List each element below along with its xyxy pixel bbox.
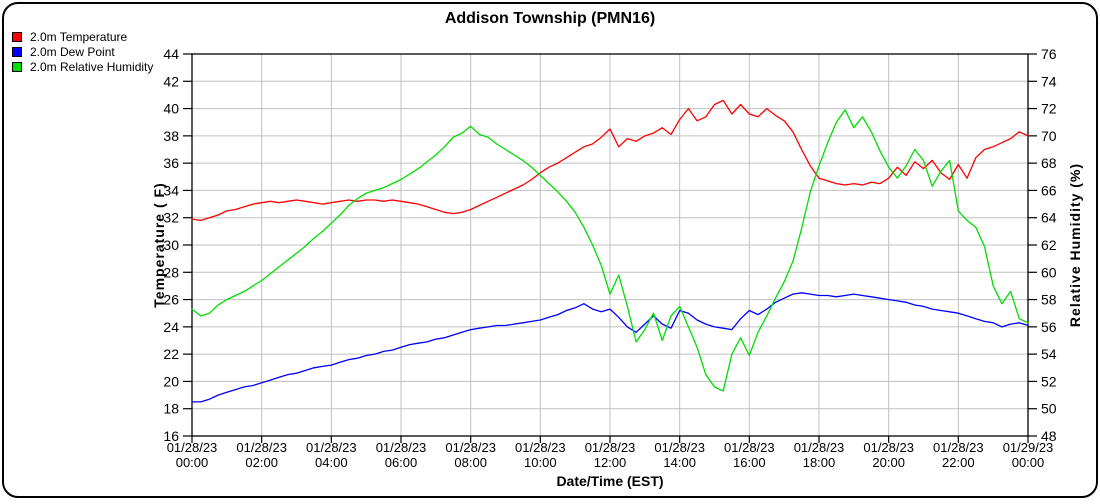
legend-swatch-temperature-icon — [12, 31, 22, 42]
legend-item-temperature: 2.0m Temperature — [12, 29, 153, 44]
x-tick-date-label: 01/28/23 — [794, 440, 845, 455]
y-right-tick-label: 56 — [1041, 319, 1057, 335]
y-right-tick-label: 70 — [1041, 128, 1057, 144]
x-tick-date-label: 01/28/23 — [515, 440, 566, 455]
x-tick-date-label: 01/28/23 — [167, 440, 218, 455]
x-tick-date-label: 01/28/23 — [445, 440, 496, 455]
y-right-tick-label: 58 — [1041, 292, 1057, 308]
y-right-tick-label: 68 — [1041, 155, 1057, 171]
y-right-tick-label: 76 — [1041, 46, 1057, 62]
plot-area: 16 18 20 22 24 26 28 30 32 34 36 38 40 42 44 48 50 52 54 56… — [4, 4, 1100, 504]
y-left-tick-label: 38 — [163, 128, 179, 144]
legend-item-dew-point: 2.0m Dew Point — [12, 44, 153, 59]
y-right-tick-label: 48 — [1041, 428, 1057, 444]
x-tick-date-label: 01/29/23 — [1003, 440, 1054, 455]
y-left-tick-label: 24 — [163, 319, 179, 335]
x-tick-time-label: 20:00 — [872, 455, 905, 470]
y-left-tick-label: 40 — [163, 101, 179, 117]
y-right-tick-label: 72 — [1041, 101, 1057, 117]
x-tick-time-label: 22:00 — [942, 455, 975, 470]
y-left-tick-label: 34 — [163, 182, 179, 198]
legend-item-relative-humidity: 2.0m Relative Humidity — [12, 59, 153, 74]
y-left-tick-label: 28 — [163, 264, 179, 280]
x-tick-time-label: 00:00 — [176, 455, 209, 470]
y-right-tick-label: 62 — [1041, 237, 1057, 253]
x-tick-time-label: 10:00 — [524, 455, 557, 470]
x-tick-time-label: 08:00 — [454, 455, 487, 470]
x-tick-date-label: 01/28/23 — [585, 440, 636, 455]
x-tick-time-label: 04:00 — [315, 455, 348, 470]
x-tick-time-label: 16:00 — [733, 455, 766, 470]
y-left-tick-label: 30 — [163, 237, 179, 253]
y-right-tick-label: 66 — [1041, 182, 1057, 198]
legend-swatch-dew-point-icon — [12, 46, 22, 57]
x-tick-date-label: 01/28/23 — [724, 440, 775, 455]
legend-swatch-relative-humidity-icon — [12, 61, 22, 72]
relative-humidity-line — [191, 109, 1029, 392]
gridlines — [192, 54, 1028, 436]
legend-label-temperature: 2.0m Temperature — [30, 29, 128, 44]
x-tick-time-label: 00:00 — [1012, 455, 1045, 470]
y-left-tick-label: 36 — [163, 155, 179, 171]
y-right-tick-label: 74 — [1041, 73, 1057, 89]
x-tick-time-label: 18:00 — [803, 455, 836, 470]
y-left-tick-label: 16 — [163, 428, 179, 444]
y-right-tick-label: 64 — [1041, 210, 1057, 226]
y-left-tick-label: 22 — [163, 346, 179, 362]
y-left-tick-label: 20 — [163, 373, 179, 389]
y-left-tick-label: 26 — [163, 292, 179, 308]
y-right-tick-label: 54 — [1041, 346, 1057, 362]
dew-point-line — [191, 292, 1029, 403]
x-tick-time-label: 02:00 — [245, 455, 278, 470]
x-tick-time-label: 06:00 — [385, 455, 418, 470]
x-axis-title: Date/Time (EST) — [556, 473, 664, 489]
y-right-tick-label: 50 — [1041, 401, 1057, 417]
y-right-tick-label: 60 — [1041, 264, 1057, 280]
y-left-tick-label: 42 — [163, 73, 179, 89]
chart-title: Addison Township (PMN16) — [444, 10, 656, 27]
x-tick-date-label: 01/28/23 — [933, 440, 984, 455]
legend: 2.0m Temperature 2.0m Dew Point 2.0m Rel… — [12, 29, 153, 74]
y-left-tick-label: 18 — [163, 401, 179, 417]
legend-label-dew-point: 2.0m Dew Point — [30, 44, 115, 59]
y-left-tick-label: 44 — [163, 46, 179, 62]
legend-label-relative-humidity: 2.0m Relative Humidity — [30, 59, 154, 74]
x-tick-date-label: 01/28/23 — [863, 440, 914, 455]
chart-plot-svg: 16 18 20 22 24 26 28 30 32 34 36 38 40 42 44 48 50 52 54 56… — [163, 46, 1056, 470]
y-left-tick-label: 32 — [163, 210, 179, 226]
temperature-line — [191, 99, 1029, 222]
x-tick-time-label: 14:00 — [663, 455, 696, 470]
x-tick-date-label: 01/28/23 — [236, 440, 287, 455]
x-tick-date-label: 01/28/23 — [306, 440, 357, 455]
x-tick-date-label: 01/28/23 — [654, 440, 705, 455]
x-tick-time-label: 12:00 — [594, 455, 627, 470]
y-right-tick-label: 52 — [1041, 373, 1057, 389]
axis-ticks-and-labels: 16 18 20 22 24 26 28 30 32 34 36 38 40 42 44 48 50 52 54 56… — [163, 46, 1056, 470]
x-tick-date-label: 01/28/23 — [376, 440, 427, 455]
